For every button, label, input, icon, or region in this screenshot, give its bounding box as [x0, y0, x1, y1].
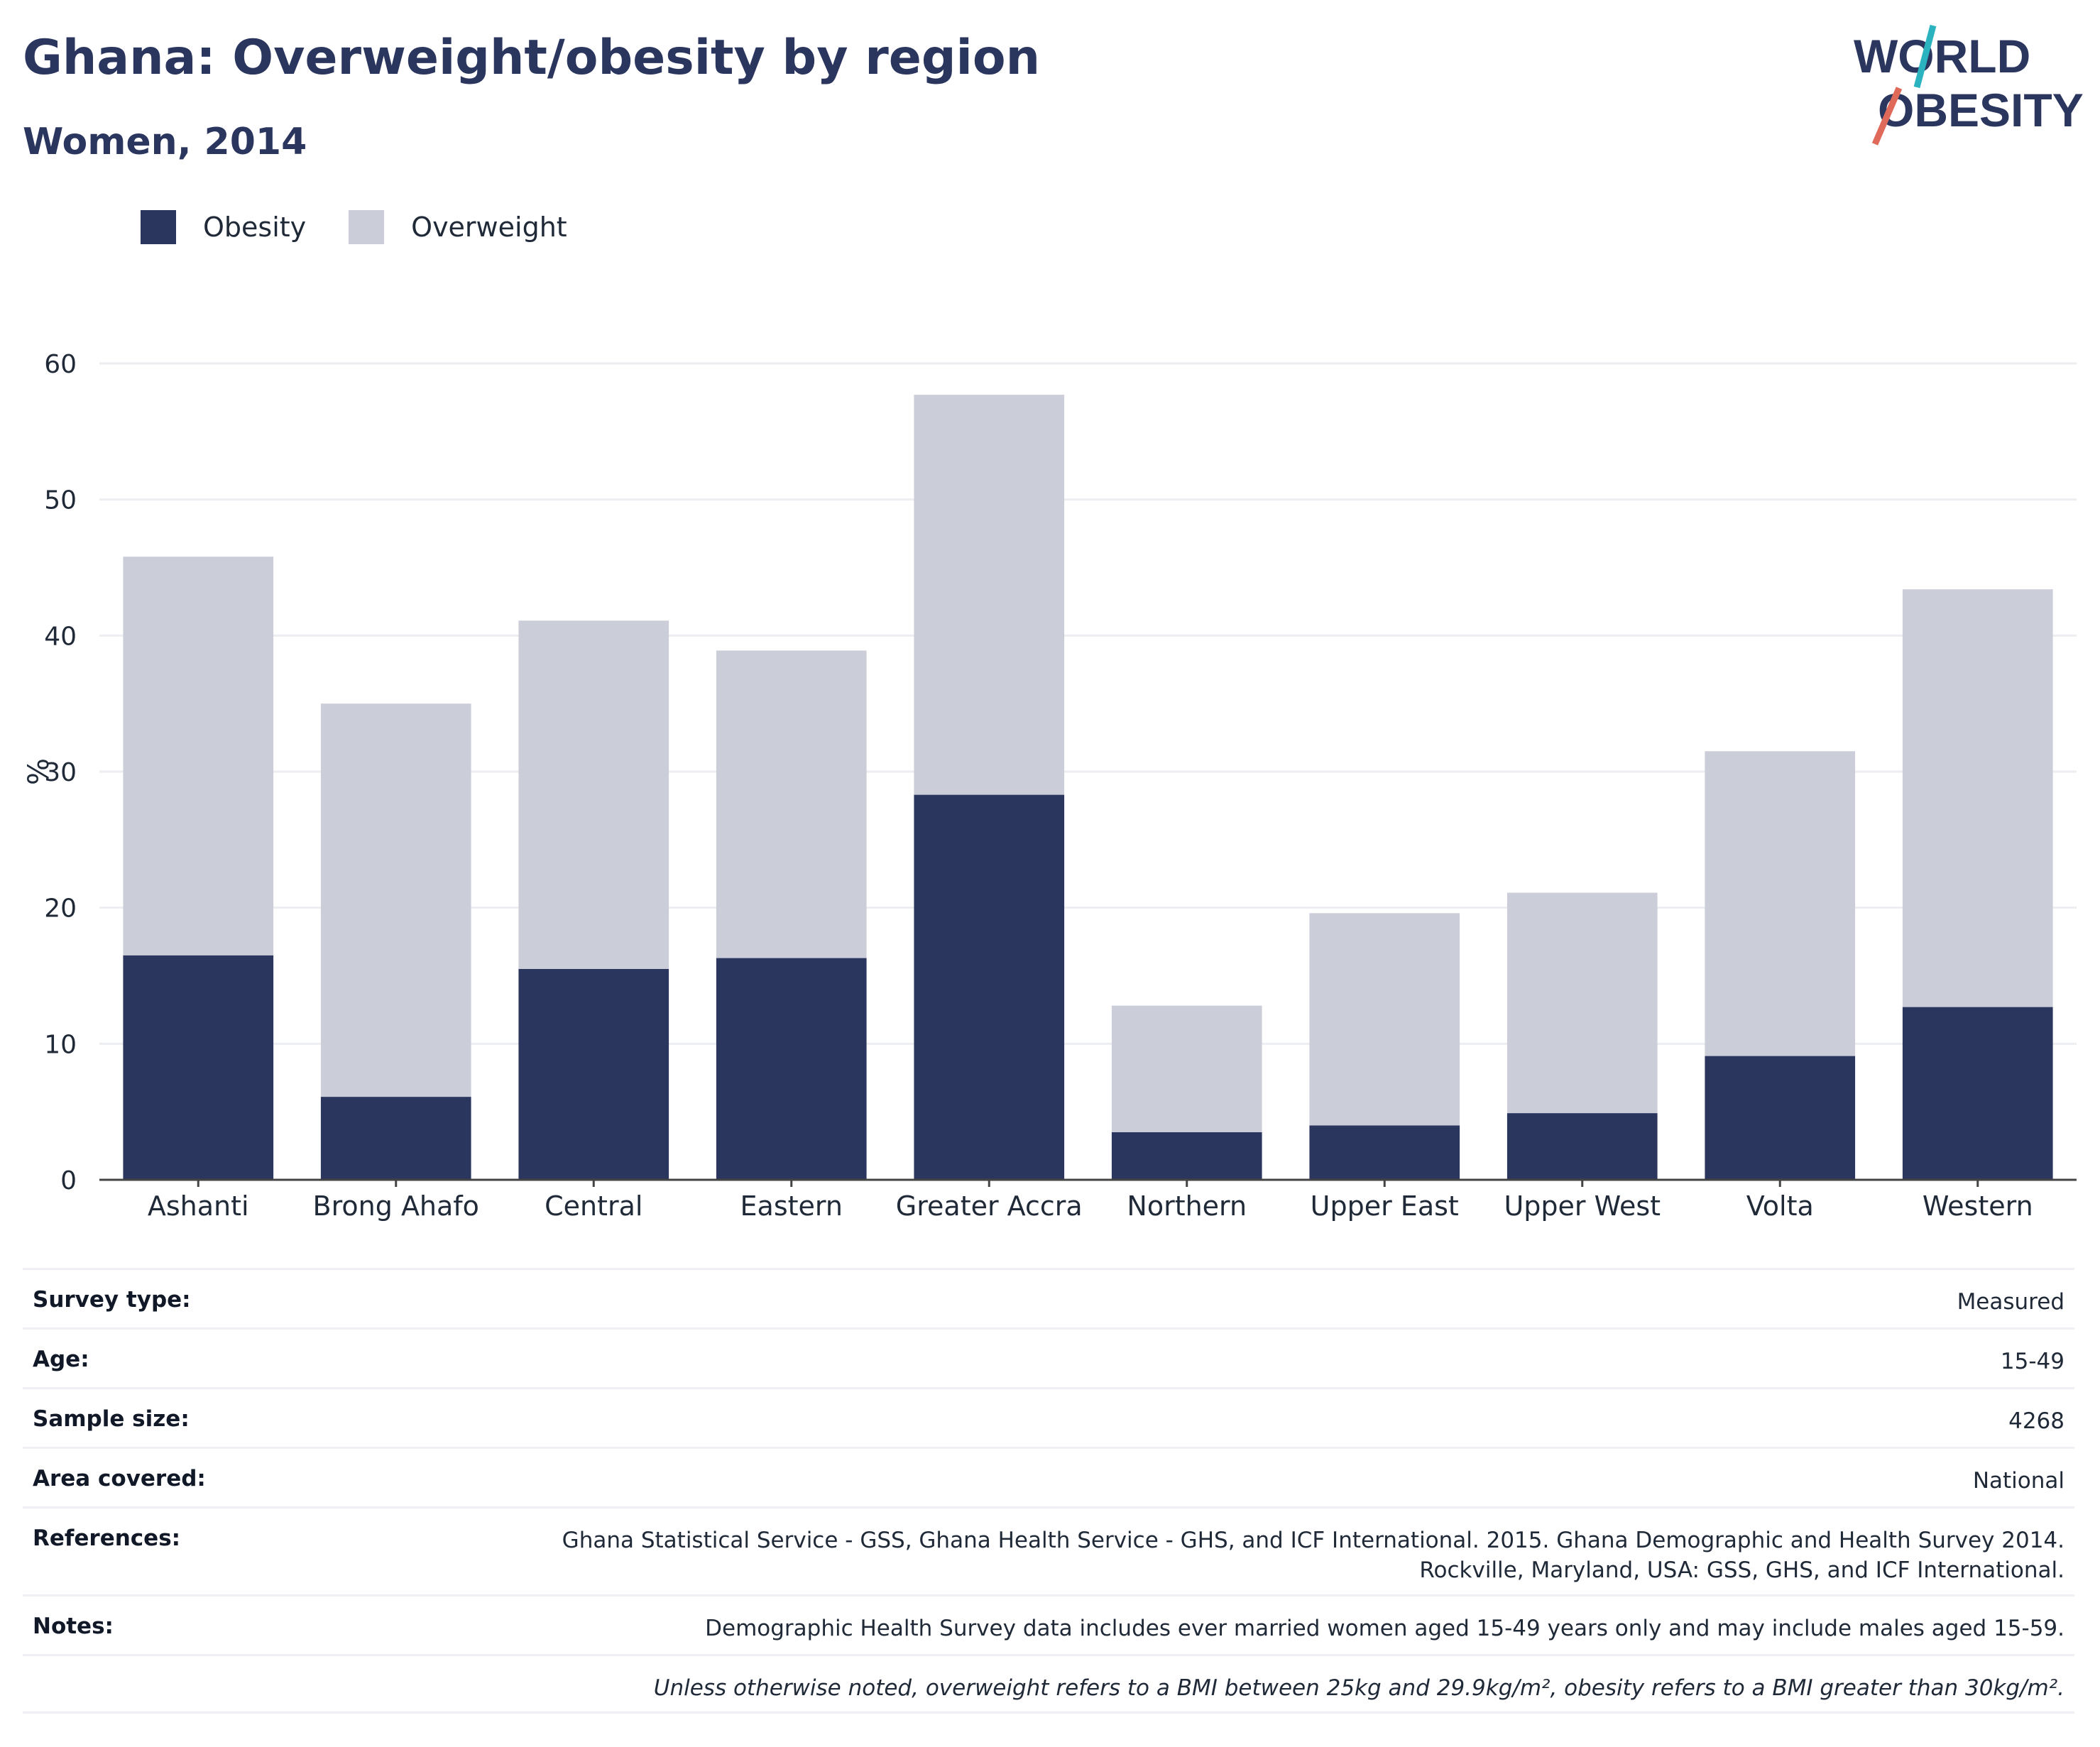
bar-overweight: [1111, 1005, 1262, 1132]
y-tick-label: 0: [60, 1166, 77, 1195]
x-tick-label: Eastern: [740, 1190, 843, 1222]
definition-note-row: Unless otherwise noted, overweight refer…: [23, 1654, 2074, 1714]
survey-type-value: Measured: [1957, 1289, 2065, 1315]
references-line-2: Rockville, Maryland, USA: GSS, GHS, and …: [1419, 1557, 2065, 1583]
bar-overweight: [518, 620, 669, 969]
references-line-1: Ghana Statistical Service - GSS, Ghana H…: [562, 1528, 2065, 1553]
bar-obesity: [716, 958, 867, 1180]
stacked-bar-chart: 0 10 20 30 40 50 60% Ashanti Brong Ahafo Central E…: [23, 350, 2077, 1222]
bar-overweight: [1705, 751, 1856, 1056]
chart-legend: Obesity Overweight: [141, 210, 610, 244]
bmi-definition-note: Unless otherwise noted, overweight refer…: [653, 1675, 2065, 1701]
bar-obesity: [1902, 1007, 2053, 1180]
x-tick-label: Western: [1923, 1190, 2033, 1222]
y-tick-label: 10: [44, 1030, 77, 1059]
chart-subtitle: Women, 2014: [23, 121, 307, 163]
survey-details-table: Survey type: Measured Age: 15-49 Sample …: [23, 1268, 2074, 1714]
age-value: 15-49: [2000, 1349, 2065, 1374]
survey-type-row: Survey type: Measured: [23, 1268, 2074, 1327]
bar-overweight: [1309, 913, 1460, 1126]
area-covered-row: Area covered: National: [23, 1447, 2074, 1506]
notes-row: Notes: Demographic Health Survey data in…: [23, 1594, 2074, 1654]
chart-title: Ghana: Overweight/obesity by region: [23, 30, 1040, 86]
references-key: References:: [33, 1526, 181, 1551]
age-row: Age: 15-49: [23, 1327, 2074, 1387]
x-tick-label: Upper East: [1311, 1190, 1459, 1222]
bar-obesity: [320, 1097, 471, 1180]
bar-overweight: [1506, 892, 1658, 1114]
y-tick-label: 40: [44, 622, 77, 651]
area-covered-key: Area covered:: [33, 1466, 206, 1491]
x-tick-label: Northern: [1127, 1190, 1247, 1222]
sample-size-value: 4268: [2008, 1408, 2065, 1434]
x-tick-label: Brong Ahafo: [313, 1190, 479, 1222]
svg-text:OBESITY: OBESITY: [1878, 84, 2084, 136]
bar-overweight: [716, 650, 867, 958]
legend-label-overweight: Overweight: [411, 212, 567, 243]
y-tick-label: 20: [44, 894, 77, 924]
bar-obesity: [914, 794, 1065, 1180]
legend-label-obesity: Obesity: [203, 212, 307, 243]
y-axis-label: %: [23, 758, 55, 785]
x-tick-label: Volta: [1746, 1190, 1814, 1222]
references-value: Ghana Statistical Service - GSS, Ghana H…: [562, 1526, 2065, 1585]
references-row: References: Ghana Statistical Service - …: [23, 1506, 2074, 1594]
bar-obesity: [518, 968, 669, 1180]
bar-overweight: [320, 703, 471, 1097]
survey-type-key: Survey type:: [33, 1287, 191, 1313]
bar-obesity: [123, 955, 274, 1180]
bar-obesity: [1309, 1125, 1460, 1180]
y-tick-label: 60: [44, 350, 77, 379]
world-obesity-logo: WORLD OBESITY: [1854, 24, 2084, 146]
bar-overweight: [123, 557, 274, 955]
notes-value: Demographic Health Survey data includes …: [705, 1616, 2065, 1641]
bar-obesity: [1705, 1056, 1856, 1180]
y-tick-label: 30: [44, 758, 77, 787]
svg-text:WORLD: WORLD: [1854, 30, 2030, 82]
x-tick-label: Central: [545, 1190, 642, 1222]
area-covered-value: National: [1972, 1468, 2065, 1494]
x-tick-label: Greater Accra: [896, 1190, 1083, 1222]
x-tick-label: Ashanti: [148, 1190, 249, 1222]
y-tick-label: 50: [44, 486, 77, 515]
age-key: Age:: [33, 1347, 89, 1372]
sample-size-key: Sample size:: [33, 1406, 190, 1432]
legend-swatch-obesity: [141, 210, 176, 244]
bar-obesity: [1506, 1113, 1658, 1180]
legend-swatch-overweight: [349, 210, 385, 244]
bar-overweight: [914, 395, 1065, 795]
notes-key: Notes:: [33, 1614, 114, 1639]
x-tick-label: Upper West: [1504, 1190, 1661, 1222]
bar-overweight: [1902, 589, 2053, 1007]
bar-obesity: [1111, 1132, 1262, 1180]
sample-size-row: Sample size: 4268: [23, 1387, 2074, 1447]
